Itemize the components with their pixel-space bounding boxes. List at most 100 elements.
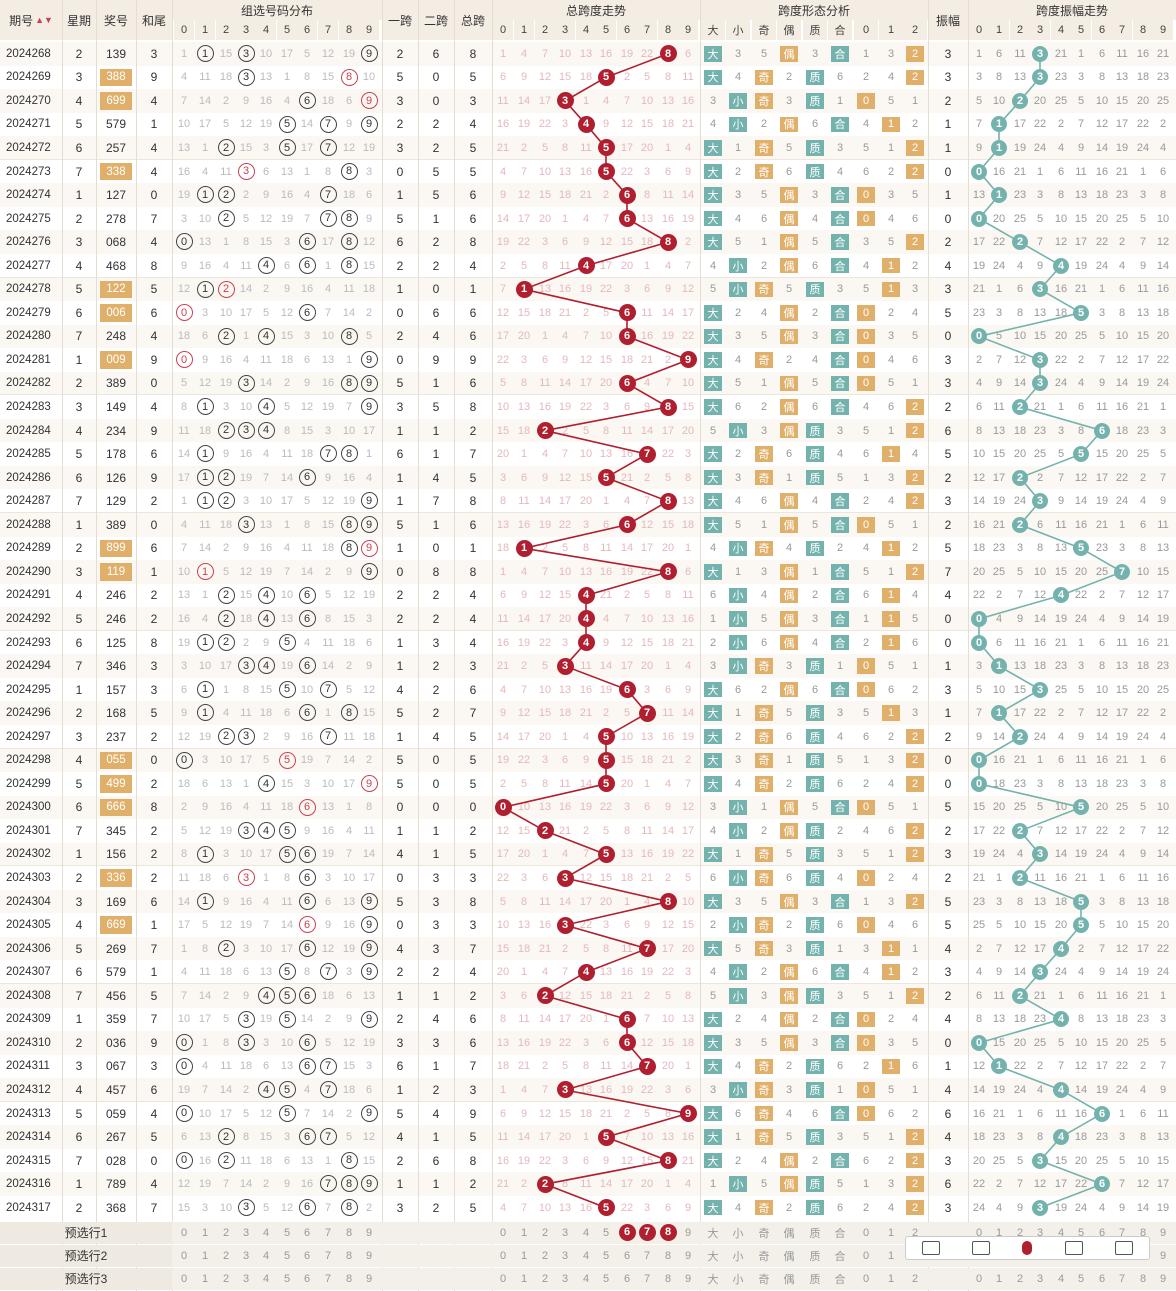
footer-amp-digit[interactable]: 9 (1154, 1244, 1172, 1267)
footer-toggle-icon[interactable] (1114, 1241, 1133, 1255)
footer-group-digit[interactable]: 6 (298, 1267, 316, 1290)
footer-group-digit[interactable]: 9 (360, 1267, 378, 1290)
footer-group-digit[interactable]: 8 (340, 1267, 358, 1290)
footer-kuadu-digit[interactable]: 4 (577, 1244, 595, 1267)
footer-group-digit[interactable]: 0 (175, 1267, 193, 1290)
footer-group-digit[interactable]: 2 (217, 1221, 235, 1244)
footer-kuadu-digit[interactable]: 2 (536, 1267, 554, 1290)
footer-kuadu-digit[interactable]: 5 (597, 1267, 615, 1290)
footer-shape-label[interactable]: 2 (904, 1267, 926, 1290)
footer-group-digit[interactable]: 4 (257, 1244, 275, 1267)
footer-label[interactable]: 预选行3 (0, 1267, 172, 1290)
footer-kuadu-digit[interactable]: 9 (679, 1244, 697, 1267)
footer-amp-digit[interactable]: 9 (1154, 1267, 1172, 1290)
sort-arrows-icon[interactable]: ▲▼ (35, 15, 53, 25)
footer-kuadu-digit[interactable]: 9 (679, 1267, 697, 1290)
header-period[interactable]: 期号 ▲▼ (0, 0, 62, 40)
footer-amp-digit[interactable]: 8 (1134, 1267, 1152, 1290)
footer-kuadu-digit[interactable]: 1 (515, 1244, 533, 1267)
footer-shape-label[interactable]: 偶 (778, 1244, 800, 1267)
footer-amp-digit[interactable]: 3 (1031, 1267, 1049, 1290)
footer-shape-label[interactable]: 大 (702, 1221, 724, 1244)
footer-amp-digit[interactable]: 1 (990, 1267, 1008, 1290)
footer-shape-label[interactable]: 质 (804, 1221, 826, 1244)
footer-kuadu-digit[interactable]: 1 (515, 1267, 533, 1290)
footer-shape-label[interactable]: 质 (804, 1267, 826, 1290)
footer-shape-label[interactable]: 奇 (753, 1267, 775, 1290)
footer-shape-label[interactable]: 奇 (753, 1244, 775, 1267)
footer-kuadu-digit[interactable]: 6 (618, 1267, 636, 1290)
footer-kuadu-digit[interactable]: 1 (515, 1221, 533, 1244)
footer-kuadu-digit[interactable]: 4 (577, 1267, 595, 1290)
footer-group-digit[interactable]: 9 (360, 1244, 378, 1267)
footer-shape-label[interactable]: 0 (855, 1267, 877, 1290)
footer-group-digit[interactable]: 0 (175, 1221, 193, 1244)
footer-kuadu-digit[interactable]: 3 (556, 1244, 574, 1267)
footer-group-digit[interactable]: 3 (237, 1244, 255, 1267)
footer-shape-label[interactable]: 奇 (753, 1221, 775, 1244)
footer-amp-digit[interactable]: 6 (1093, 1267, 1111, 1290)
footer-shape-label[interactable]: 0 (855, 1221, 877, 1244)
footer-shape-label[interactable]: 大 (702, 1244, 724, 1267)
footer-kuadu-digit[interactable]: 0 (494, 1244, 512, 1267)
footer-pin-icon[interactable] (1022, 1241, 1033, 1255)
footer-group-digit[interactable]: 6 (298, 1244, 316, 1267)
footer-shape-label[interactable]: 偶 (778, 1221, 800, 1244)
footer-group-digit[interactable]: 5 (278, 1267, 296, 1290)
footer-group-digit[interactable]: 1 (196, 1244, 214, 1267)
footer-shape-label[interactable]: 合 (829, 1221, 851, 1244)
footer-shape-label[interactable]: 小 (727, 1267, 749, 1290)
footer-group-digit[interactable]: 3 (237, 1267, 255, 1290)
footer-shape-label[interactable]: 合 (829, 1267, 851, 1290)
footer-group-digit[interactable]: 4 (257, 1221, 275, 1244)
footer-group-digit[interactable]: 3 (237, 1221, 255, 1244)
footer-shape-label[interactable]: 大 (702, 1267, 724, 1290)
footer-group-digit[interactable]: 5 (278, 1244, 296, 1267)
footer-shape-label[interactable]: 0 (855, 1244, 877, 1267)
footer-label[interactable]: 预选行2 (0, 1244, 172, 1267)
footer-group-digit[interactable]: 4 (257, 1267, 275, 1290)
footer-kuadu-digit[interactable]: 5 (597, 1221, 615, 1244)
footer-group-digit[interactable]: 2 (217, 1267, 235, 1290)
footer-kuadu-digit[interactable]: 6 (618, 1223, 636, 1241)
footer-group-digit[interactable]: 1 (196, 1267, 214, 1290)
footer-kuadu-digit[interactable]: 4 (577, 1221, 595, 1244)
footer-kuadu-digit[interactable]: 8 (659, 1223, 677, 1241)
footer-kuadu-digit[interactable]: 7 (638, 1267, 656, 1290)
footer-controls[interactable] (905, 1236, 1150, 1260)
footer-group-digit[interactable]: 8 (340, 1221, 358, 1244)
footer-group-digit[interactable]: 7 (319, 1244, 337, 1267)
footer-toggle-icon[interactable] (1064, 1241, 1083, 1255)
footer-group-digit[interactable]: 0 (175, 1244, 193, 1267)
footer-group-digit[interactable]: 8 (340, 1244, 358, 1267)
footer-group-digit[interactable]: 5 (278, 1221, 296, 1244)
footer-kuadu-digit[interactable]: 8 (659, 1244, 677, 1267)
footer-shape-label[interactable]: 小 (727, 1221, 749, 1244)
footer-group-digit[interactable]: 7 (319, 1221, 337, 1244)
footer-group-digit[interactable]: 2 (217, 1244, 235, 1267)
footer-amp-digit[interactable]: 2 (1011, 1267, 1029, 1290)
footer-kuadu-digit[interactable]: 3 (556, 1267, 574, 1290)
footer-amp-digit[interactable]: 7 (1113, 1267, 1131, 1290)
footer-toggle-icon[interactable] (922, 1241, 941, 1255)
footer-kuadu-digit[interactable]: 7 (638, 1223, 656, 1241)
footer-kuadu-digit[interactable]: 0 (494, 1267, 512, 1290)
footer-kuadu-digit[interactable]: 0 (494, 1221, 512, 1244)
footer-kuadu-digit[interactable]: 9 (679, 1221, 697, 1244)
footer-kuadu-digit[interactable]: 3 (556, 1221, 574, 1244)
footer-kuadu-digit[interactable]: 8 (659, 1267, 677, 1290)
footer-amp-digit[interactable]: 9 (1154, 1221, 1172, 1244)
footer-kuadu-digit[interactable]: 5 (597, 1244, 615, 1267)
footer-kuadu-digit[interactable]: 2 (536, 1244, 554, 1267)
footer-kuadu-digit[interactable]: 7 (638, 1244, 656, 1267)
footer-group-digit[interactable]: 7 (319, 1267, 337, 1290)
footer-amp-digit[interactable]: 0 (970, 1267, 988, 1290)
footer-group-digit[interactable]: 6 (298, 1221, 316, 1244)
footer-amp-digit[interactable]: 4 (1052, 1267, 1070, 1290)
footer-shape-label[interactable]: 小 (727, 1244, 749, 1267)
footer-kuadu-digit[interactable]: 2 (536, 1221, 554, 1244)
footer-shape-label[interactable]: 质 (804, 1244, 826, 1267)
footer-shape-label[interactable]: 1 (880, 1221, 902, 1244)
footer-label[interactable]: 预选行1 (0, 1221, 172, 1244)
footer-toggle-icon[interactable] (972, 1241, 991, 1255)
